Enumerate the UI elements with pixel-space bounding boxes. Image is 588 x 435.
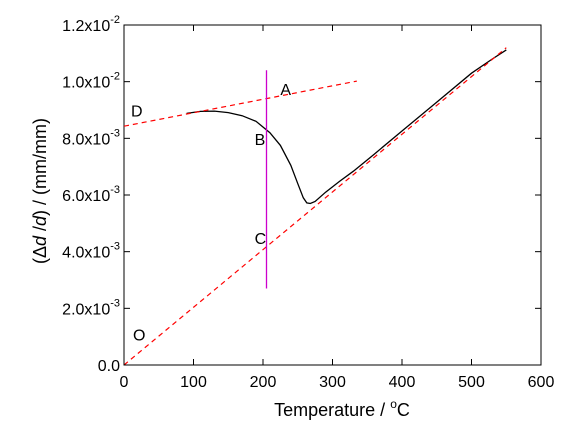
annotation-o: O [133,327,145,344]
annotation-c: C [255,231,267,248]
x-tick-label: 100 [180,374,207,391]
y-tick-label: 4.0x10-3 [62,241,120,262]
series-layer [123,47,507,366]
y-tick-label: 8.0x10-3 [62,127,120,148]
annotation-d: D [131,103,143,120]
series-line-1 [186,49,507,205]
x-axis-label: Temperature / oC [274,397,410,420]
tick-layer: 0 100 200 300 400 500 600 0.0 2.0x10-3 4.0x10-3 6.… [62,14,554,391]
y-tick-label: 6.0x10-3 [62,184,120,205]
y-tick-label: 0.0 [98,358,120,375]
x-tick-label: 300 [319,374,346,391]
y-axis-label: (Δd /d) / (mm/mm) [30,118,50,264]
annotation-b: B [255,132,266,149]
plot-frame [123,24,542,366]
x-tick-label: 0 [120,374,129,391]
annotation-a: A [280,82,291,99]
plot-area [123,24,542,366]
x-tick-label: 600 [528,374,555,391]
x-tick-label: 200 [250,374,277,391]
y-tick-label: 1.2x10-2 [62,14,120,35]
series-line-2 [123,80,357,127]
x-tick-label: 400 [389,374,416,391]
x-tick-label: 500 [458,374,485,391]
annotation-layer: A B C D O [131,82,291,344]
y-tick-label: 1.0x10-2 [62,71,120,92]
series-line-3 [123,47,507,366]
y-tick-label: 2.0x10-3 [62,297,120,318]
